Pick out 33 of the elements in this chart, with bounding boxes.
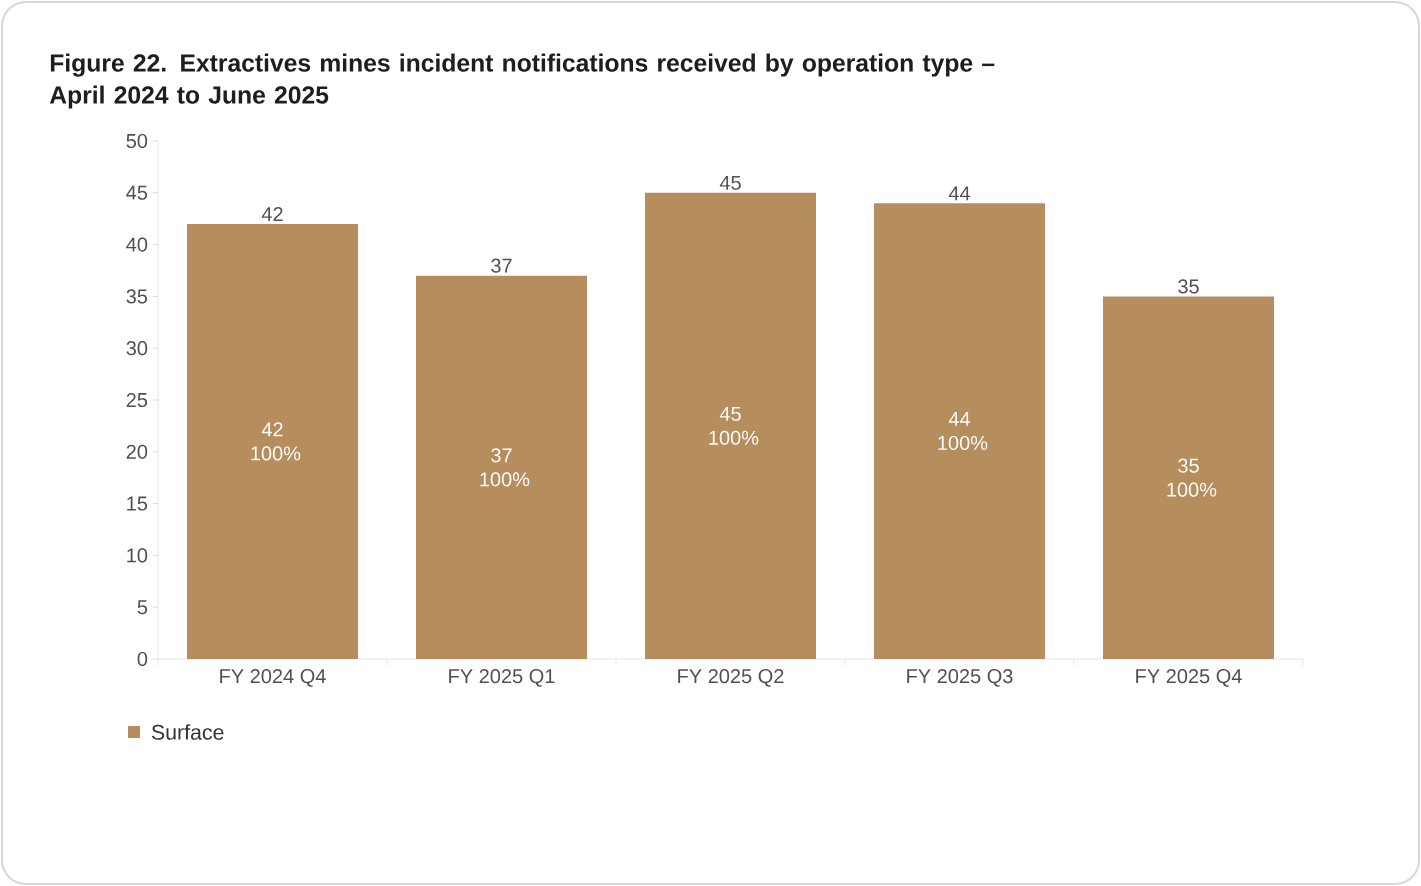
y-tick-label: 40: [126, 237, 148, 252]
x-tick-label: FY 2025 Q3: [907, 669, 1013, 687]
x-tick-label: FY 2025 Q1: [449, 669, 555, 687]
data-label: 42: [261, 206, 283, 221]
annotation: 42 100%: [251, 422, 301, 461]
bar: [416, 275, 587, 659]
y-tick-label: 15: [127, 496, 148, 511]
y-tick-label: 25: [126, 392, 148, 408]
y-tick-label: 30: [126, 341, 148, 356]
legend-label: Surface: [151, 724, 224, 740]
data-label: 35: [1178, 279, 1199, 294]
annotation: 37 100%: [480, 448, 530, 487]
data-label: 45: [719, 175, 741, 190]
x-tick-label: FY 2025 Q4: [1136, 669, 1242, 687]
annotation: 35 100%: [1167, 458, 1217, 497]
y-tick-label: 10: [127, 548, 148, 563]
bar: [645, 192, 817, 659]
bar: [874, 203, 1046, 659]
bar: [187, 223, 358, 659]
y-tick-label: 35: [126, 289, 148, 304]
bar: [1103, 296, 1275, 659]
data-label: 44: [948, 186, 971, 201]
y-tick-label: 45: [126, 185, 148, 200]
y-tick-label: 20: [126, 444, 148, 459]
y-tick-label: 5: [137, 600, 148, 615]
annotation: 44 100%: [938, 412, 988, 451]
y-tick-label: 0: [137, 651, 148, 667]
data-label: 37: [491, 258, 512, 273]
x-tick-label: FY 2025 Q2: [678, 669, 784, 687]
annotation: 45 100%: [709, 406, 759, 445]
y-tick-label: 50: [126, 133, 148, 149]
x-tick-label: FY 2024 Q4: [220, 669, 326, 687]
chart-title: Figure 22. Extractives mines incident notifications received by operation type – April 2024 to June 2025: [49, 53, 995, 109]
